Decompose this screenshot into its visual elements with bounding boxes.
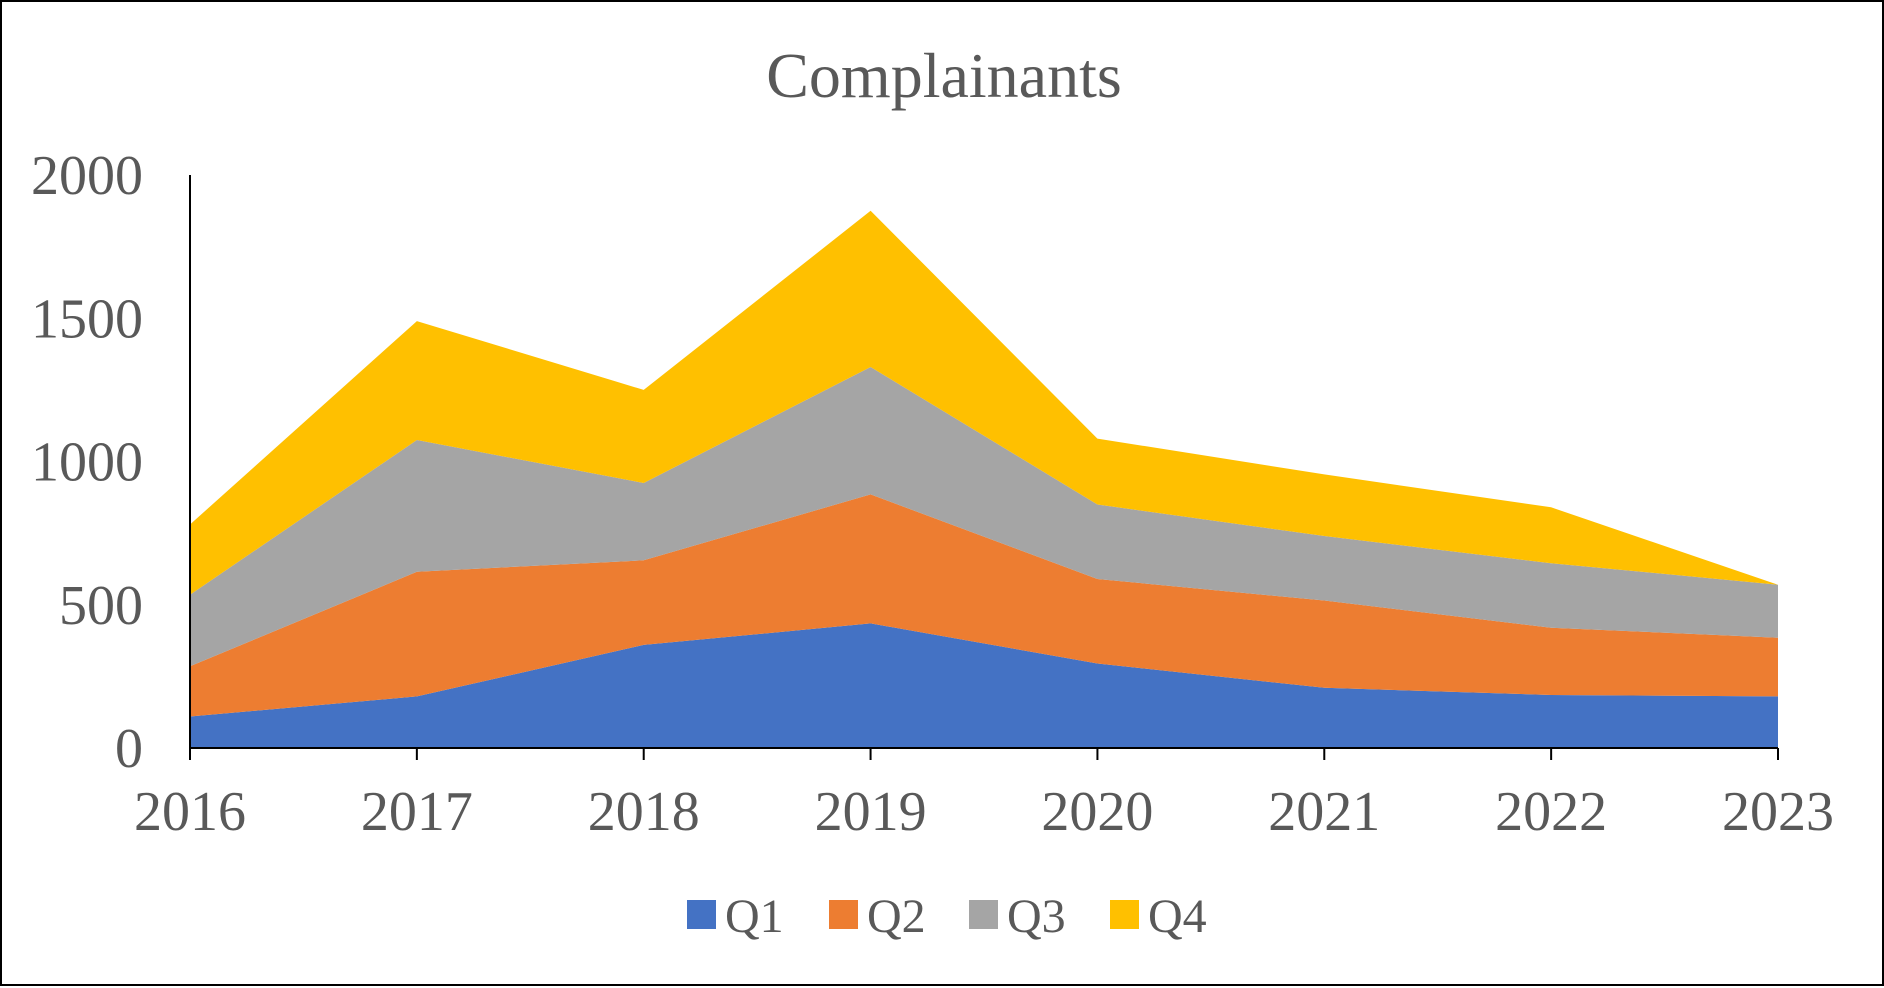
x-tick-label-2018: 2018 [588,781,700,843]
y-tick-label-2000: 2000 [31,145,143,207]
series-area-q2 [190,494,1778,717]
legend-swatch-q3 [969,900,998,929]
legend-label-q1: Q1 [725,890,784,943]
x-tick-label-2021: 2021 [1268,781,1380,843]
legend-swatch-q4 [1110,900,1139,929]
series-area-q3 [190,367,1778,667]
x-tick-label-2019: 2019 [815,781,927,843]
areas-layer [190,210,1778,748]
legend-label-q4: Q4 [1148,890,1207,943]
legend-label-q2: Q2 [867,890,926,943]
legend-label-q3: Q3 [1007,890,1066,943]
x-tick-label-2023: 2023 [1722,781,1834,843]
y-tick-label-1500: 1500 [31,288,143,350]
y-tick-label-500: 500 [59,575,143,637]
x-tick-label-2016: 2016 [134,781,246,843]
series-area-q1 [190,623,1778,748]
legend: Q1 Q2 Q3 Q4 [687,890,1207,943]
series-area-q4 [190,210,1778,595]
x-tick-label-2022: 2022 [1495,781,1607,843]
y-tick-label-1000: 1000 [31,432,143,494]
y-tick-label-0: 0 [115,718,143,780]
x-tick-label-2017: 2017 [361,781,473,843]
axes-layer: 0 500 1000 1500 2000 2016 2017 2018 2019 2020 2021… [31,145,1834,843]
x-tick-label-2020: 2020 [1041,781,1153,843]
legend-swatch-q2 [829,900,858,929]
chart-title: Complainants [766,40,1122,111]
legend-swatch-q1 [687,900,716,929]
